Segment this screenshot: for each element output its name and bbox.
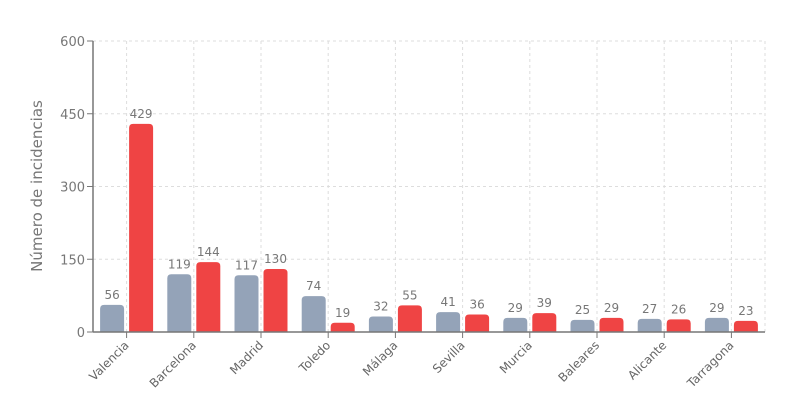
bar [301,296,326,332]
bar [397,305,422,332]
data-label: 19 [335,306,350,320]
x-tick-label: Baleares [555,338,602,385]
bar [570,319,595,332]
data-label: 41 [440,295,455,309]
x-tick-label: Alicante [625,338,669,382]
bar [637,318,662,332]
data-label: 130 [264,252,287,266]
data-label: 144 [197,245,220,259]
data-label: 29 [604,301,619,315]
x-tick-label: Tarragona [684,338,737,391]
bar [666,319,691,332]
bar [503,317,528,332]
x-tick-label: Barcelona [147,338,199,390]
bar [704,317,729,332]
bar [263,268,288,332]
data-label: 39 [537,296,552,310]
bars: 56 429 119 144 117 130 74 19 32 55 41 36 29 39 25 29 27 2… [100,107,758,332]
x-tick-label: Sevilla [430,338,468,376]
data-label: 29 [508,301,523,315]
grid [93,40,766,332]
y-tick-label: 0 [77,326,85,341]
data-label: 429 [130,107,153,121]
data-label: 25 [575,303,590,317]
data-label: 119 [168,257,191,271]
bar [436,312,461,332]
data-label: 27 [642,302,657,316]
y-tick-label: 150 [60,253,85,268]
bar [465,314,490,332]
data-label: 29 [709,301,724,315]
data-label: 74 [306,279,321,293]
y-axis-label: Número de incidencias [28,100,46,272]
bar [167,274,192,332]
bar [368,316,393,332]
data-label: 23 [738,304,753,318]
bar [196,262,221,332]
x-tick-label: Toledo [296,338,334,376]
data-label: 26 [671,302,686,316]
x-tick-label: Murcia [497,338,535,376]
data-label: 117 [235,258,258,272]
bar [100,304,125,332]
bar [234,275,259,332]
axes: 0 150 300 450 600 Valencia Barcelona Madrid Tole… [60,35,765,391]
x-tick-label: Málaga [360,338,401,379]
y-tick-label: 600 [60,35,85,50]
bar [733,320,758,332]
y-tick-label: 300 [60,181,85,196]
data-label: 32 [373,299,388,313]
bar [599,317,624,332]
bar [532,313,557,332]
data-label: 56 [104,288,119,302]
y-tick-label: 450 [60,108,85,123]
x-tick-label: Valencia [86,338,131,383]
x-tick-label: Madrid [227,338,266,377]
bar [129,123,154,332]
data-label: 55 [402,288,417,302]
bar [330,322,355,332]
data-label: 36 [469,298,484,312]
